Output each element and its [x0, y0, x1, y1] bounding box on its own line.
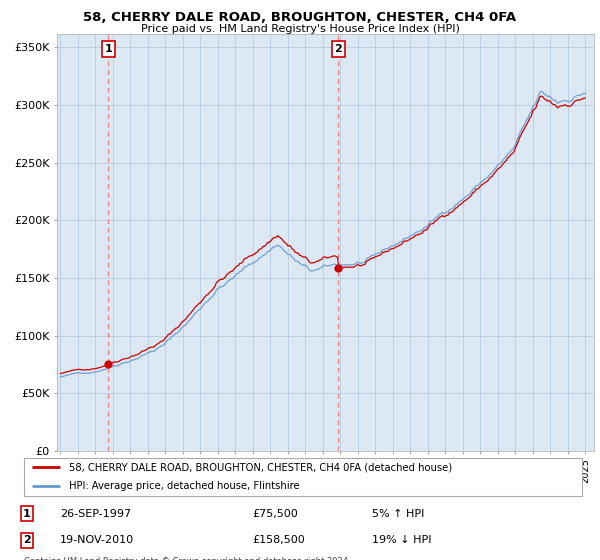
Text: 2: 2 — [23, 535, 31, 545]
Text: 2: 2 — [334, 44, 342, 54]
Text: 58, CHERRY DALE ROAD, BROUGHTON, CHESTER, CH4 0FA (detached house): 58, CHERRY DALE ROAD, BROUGHTON, CHESTER… — [68, 462, 452, 472]
Text: 19% ↓ HPI: 19% ↓ HPI — [372, 535, 431, 545]
Point — [334, 264, 343, 273]
Text: 58, CHERRY DALE ROAD, BROUGHTON, CHESTER, CH4 0FA: 58, CHERRY DALE ROAD, BROUGHTON, CHESTER… — [83, 11, 517, 24]
Text: 19-NOV-2010: 19-NOV-2010 — [60, 535, 134, 545]
Text: 5% ↑ HPI: 5% ↑ HPI — [372, 508, 424, 519]
Point — [103, 360, 113, 368]
Text: 1: 1 — [23, 508, 31, 519]
Text: Price paid vs. HM Land Registry's House Price Index (HPI): Price paid vs. HM Land Registry's House … — [140, 24, 460, 34]
Text: HPI: Average price, detached house, Flintshire: HPI: Average price, detached house, Flin… — [68, 481, 299, 491]
Text: Contains HM Land Registry data © Crown copyright and database right 2024.
This d: Contains HM Land Registry data © Crown c… — [24, 557, 350, 560]
Text: 1: 1 — [104, 44, 112, 54]
Text: £158,500: £158,500 — [252, 535, 305, 545]
Text: £75,500: £75,500 — [252, 508, 298, 519]
Text: 26-SEP-1997: 26-SEP-1997 — [60, 508, 131, 519]
